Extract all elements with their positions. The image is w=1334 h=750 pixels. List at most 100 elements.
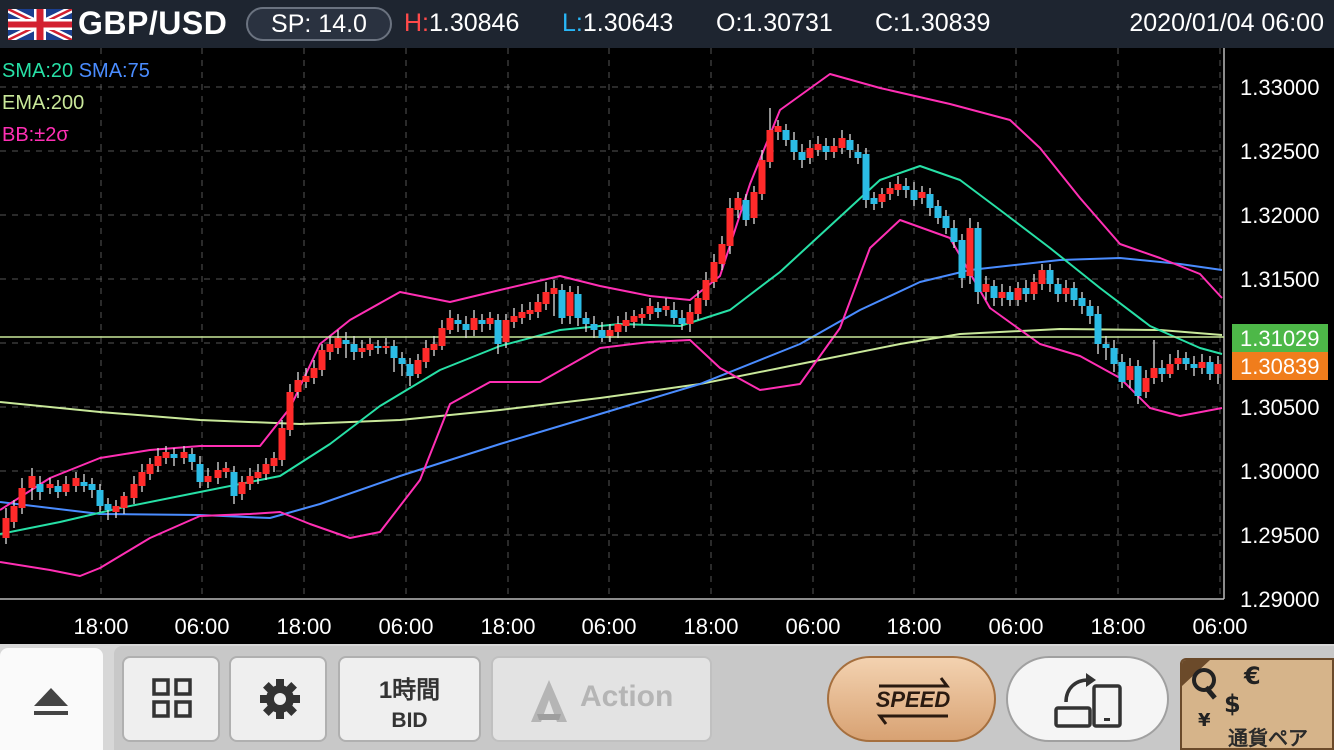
- candle-bull: [662, 306, 670, 310]
- close-value: 1.30839: [900, 9, 991, 37]
- candle-bear: [742, 200, 750, 220]
- rotate-screen-button[interactable]: [1006, 656, 1169, 742]
- price-axis-label: 1.29500: [1240, 523, 1320, 548]
- price-axis-label: 1.33000: [1240, 75, 1320, 100]
- currency-pair-button[interactable]: € $ ¥ 通貨ペア: [1180, 658, 1334, 750]
- candle-bull: [72, 478, 80, 486]
- candle-bear: [934, 206, 942, 218]
- candle-bull: [10, 506, 18, 522]
- chart-canvas[interactable]: 1.33000 1.32500 1.32000 1.31500 1.30500 1.300…: [0, 48, 1334, 644]
- candle-bull: [726, 208, 734, 246]
- candle-bull: [526, 310, 534, 314]
- candle-bull: [62, 484, 70, 492]
- high-key: H:: [404, 9, 429, 37]
- time-axis-label: 18:00: [886, 614, 941, 639]
- candle-bull: [270, 458, 278, 466]
- candle-bear: [196, 464, 204, 482]
- candle-bear: [390, 346, 398, 358]
- ema-price-tag-label: 1.31029: [1240, 326, 1320, 351]
- ema-price-tag: [1232, 324, 1328, 352]
- layout-grid-button[interactable]: [122, 656, 220, 742]
- candle-bull: [998, 292, 1006, 298]
- candle-bull: [162, 452, 170, 458]
- candle-bull: [310, 368, 318, 378]
- action-button[interactable]: Action: [491, 656, 712, 742]
- candle-bear: [1054, 284, 1062, 294]
- timeframe-button[interactable]: 1時間 BID: [338, 656, 481, 742]
- candle-bear: [96, 490, 104, 506]
- sma20-line: [0, 165, 1223, 535]
- speed-order-button[interactable]: SPEED: [827, 656, 996, 742]
- candle-bull: [566, 292, 574, 316]
- close-key: C:: [875, 9, 900, 37]
- candle-bull: [966, 228, 974, 276]
- candle-bull: [638, 314, 646, 318]
- legend-bb: BB:±2σ: [2, 124, 69, 146]
- spread-badge: SP: 14.0: [246, 7, 392, 41]
- candle-bear: [958, 240, 966, 278]
- candle-bear: [80, 482, 88, 486]
- candle-bull: [694, 298, 702, 314]
- candle-bull: [326, 344, 334, 352]
- candle-bull: [894, 184, 902, 190]
- candle-bear: [54, 486, 62, 492]
- candle-bull: [254, 472, 262, 478]
- candle-bull: [120, 496, 128, 508]
- candle-bear: [798, 152, 806, 160]
- candle-bull: [886, 188, 894, 194]
- speed-arrows-icon: SPEED: [876, 677, 950, 725]
- chart-header: GBP/USD SP: 14.0 H:1.30846 L:1.30643 O:1…: [0, 0, 1334, 48]
- candle-bear: [1046, 270, 1054, 284]
- candle-bear: [36, 484, 44, 492]
- candle-bear: [558, 290, 566, 318]
- candle-bull: [502, 320, 510, 342]
- candle-bull: [534, 302, 542, 312]
- candle-bull: [686, 312, 694, 324]
- candle-bear: [1206, 362, 1214, 374]
- candle-bull: [180, 452, 188, 458]
- candle-bull: [318, 350, 326, 370]
- svg-text:€: €: [1243, 662, 1261, 690]
- candle-bear: [1086, 306, 1094, 316]
- candle-bear: [1070, 288, 1078, 300]
- price-axis-label: 1.30500: [1240, 395, 1320, 420]
- candle-bear: [230, 472, 238, 496]
- high-price: H:1.30846: [404, 9, 519, 38]
- candle-bear: [494, 320, 502, 344]
- candle-bull: [238, 482, 246, 494]
- time-axis-label: 06:00: [988, 614, 1043, 639]
- candle-bear: [1158, 368, 1166, 374]
- candle-bull: [718, 244, 726, 264]
- chart-datetime: 2020/01/04 06:00: [1129, 9, 1324, 37]
- candle-bull: [1126, 366, 1134, 380]
- eject-button[interactable]: [0, 648, 103, 750]
- candle-bull: [830, 146, 838, 152]
- currency-pair-title[interactable]: GBP/USD: [78, 5, 228, 41]
- candle-bear: [406, 364, 414, 376]
- candle-bear: [870, 198, 878, 204]
- settings-button[interactable]: [229, 656, 327, 742]
- candle-bear: [846, 140, 854, 150]
- candle-bull: [1062, 288, 1070, 294]
- price-axis-label: 1.29000: [1240, 587, 1320, 612]
- candle-bull: [138, 472, 146, 486]
- price-axis-label: 1.30000: [1240, 459, 1320, 484]
- candle-bull: [366, 344, 374, 350]
- candle-bear: [854, 152, 862, 158]
- candle-bull: [334, 338, 342, 348]
- candle-bear: [104, 504, 112, 510]
- candle-bull: [46, 484, 54, 488]
- candle-bull: [130, 484, 138, 498]
- candle-bull: [278, 428, 286, 460]
- candle-bear: [670, 310, 678, 318]
- candle-bear: [678, 318, 686, 324]
- time-axis-label: 06:00: [1192, 614, 1247, 639]
- candle-bear: [398, 358, 406, 364]
- candlestick-chart[interactable]: 1.33000 1.32500 1.32000 1.31500 1.30500 1.300…: [0, 48, 1334, 644]
- candle-bear: [1110, 348, 1118, 364]
- time-axis-label: 18:00: [276, 614, 331, 639]
- legend-ema200: EMA:200: [2, 92, 85, 114]
- legend-sma20: SMA:20: [2, 60, 74, 82]
- candle-bear: [1134, 366, 1142, 396]
- candle-bull: [446, 318, 454, 330]
